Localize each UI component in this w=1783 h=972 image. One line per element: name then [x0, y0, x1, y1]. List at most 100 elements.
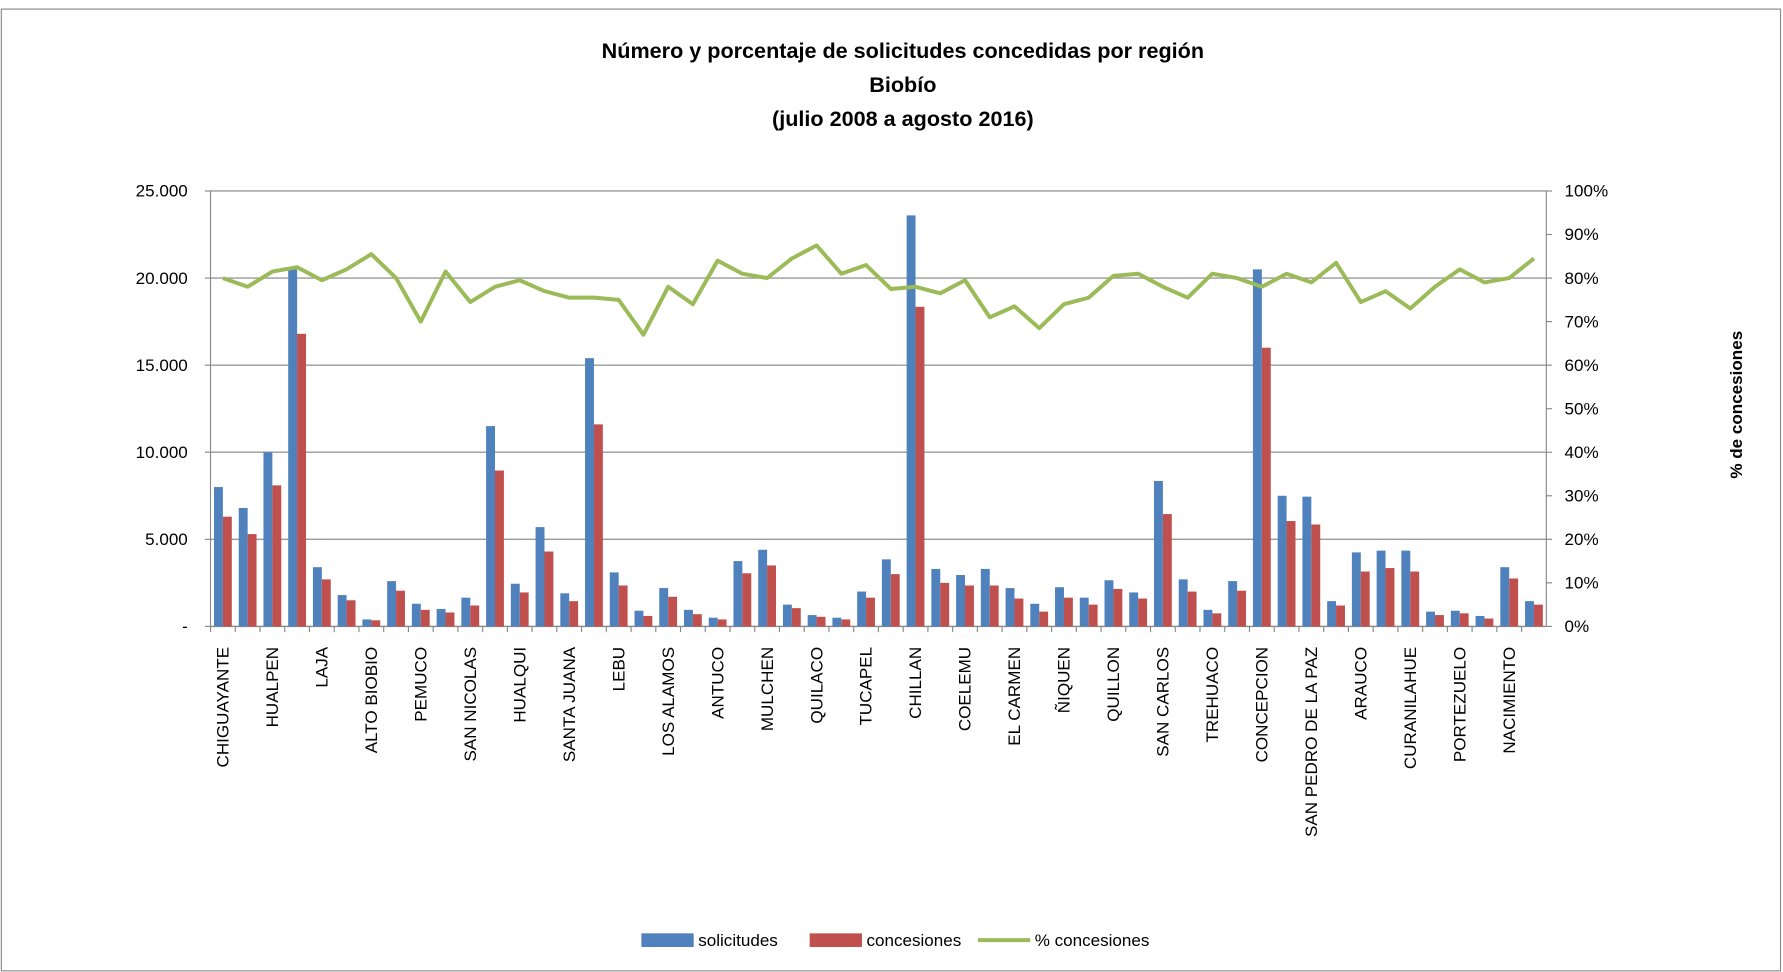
x-tick-label: TREHUACO [1203, 647, 1222, 743]
bar [758, 549, 768, 627]
bar [1459, 613, 1469, 627]
bar [841, 619, 851, 627]
chart-subtitle: (julio 2008 a agosto 2016) [772, 106, 1034, 131]
bar [881, 559, 891, 627]
bar [816, 616, 826, 627]
y-tick-label: 5.000 [145, 530, 188, 549]
y2-tick-label: 30% [1565, 486, 1599, 505]
legend-label: % concesiones [1035, 931, 1150, 950]
x-tick-label: CHIGUAYANTE [214, 647, 233, 768]
bar [1129, 592, 1139, 627]
bar [1360, 571, 1370, 627]
x-tick-label: PORTEZUELO [1450, 647, 1469, 762]
chart-title: Número y porcentaje de solicitudes conce… [602, 38, 1204, 63]
bar [1286, 521, 1296, 627]
x-tick-label: SANTA JUANA [560, 646, 579, 762]
bar [569, 601, 579, 627]
bar [1509, 578, 1519, 627]
y2-axis-label: % de concesiones [1727, 331, 1746, 479]
bar [1533, 604, 1543, 627]
bar [668, 596, 678, 627]
bar [1203, 609, 1213, 627]
bar [387, 581, 397, 627]
bar [1039, 611, 1049, 627]
x-tick-label: SAN NICOLAS [461, 647, 480, 762]
y2-tick-label: 40% [1565, 443, 1599, 462]
bar [915, 306, 925, 627]
bar [1153, 480, 1163, 627]
bar [692, 614, 702, 627]
bar [272, 485, 282, 627]
bar [445, 612, 455, 627]
bar [470, 605, 480, 627]
bar [495, 470, 504, 627]
bar [1261, 347, 1271, 627]
bar [1401, 550, 1411, 627]
bar [609, 572, 619, 627]
bar [618, 585, 628, 627]
y-tick-label: 15.000 [136, 356, 188, 375]
chart-subtitle: Biobío [869, 72, 936, 97]
bar [1212, 613, 1222, 627]
bar [965, 585, 974, 627]
bar [371, 620, 381, 627]
bar [890, 574, 900, 627]
bar [321, 579, 331, 627]
x-tick-label: CURANILAHUE [1401, 647, 1420, 769]
bar [411, 603, 421, 627]
bar [535, 527, 545, 627]
bar [1302, 496, 1312, 627]
bar [1500, 567, 1510, 627]
bar [1435, 615, 1444, 627]
bar [1014, 598, 1024, 627]
bar [1475, 615, 1485, 627]
bar [1228, 581, 1238, 627]
y2-tick-label: 100% [1565, 182, 1609, 201]
bar [346, 600, 356, 627]
bar [940, 582, 950, 627]
x-tick-label: LEBU [609, 647, 628, 692]
y2-tick-label: 50% [1565, 399, 1599, 418]
bar [396, 590, 405, 627]
y2-tick-label: 0% [1565, 617, 1590, 636]
bar [1104, 580, 1114, 627]
bar [832, 617, 842, 627]
x-tick-label: ÑIQUEN [1054, 647, 1074, 713]
bar [1484, 618, 1494, 627]
bar [989, 585, 999, 627]
bar [1088, 604, 1098, 627]
bar [857, 591, 867, 627]
bar [742, 573, 752, 627]
bar [791, 608, 801, 627]
bar [312, 567, 322, 627]
bar [708, 617, 718, 627]
x-tick-label: QUILLON [1104, 647, 1123, 722]
legend-label: solicitudes [698, 931, 778, 950]
bar [733, 561, 743, 627]
legend-swatch [641, 933, 694, 947]
legend-swatch [809, 933, 862, 947]
bar [461, 597, 471, 627]
bar [436, 608, 446, 627]
x-tick-label: PEMUCO [411, 647, 430, 722]
bar [1252, 269, 1262, 627]
bar [337, 595, 347, 627]
bar [1055, 587, 1064, 627]
bar [1178, 579, 1188, 627]
x-tick-label: SAN CARLOS [1154, 647, 1173, 757]
bar [717, 619, 727, 627]
bar [420, 609, 430, 627]
x-tick-label: ALTO BIOBIO [362, 647, 381, 753]
bar [1336, 605, 1345, 627]
x-tick-label: HUALQUI [510, 647, 529, 723]
bar [1327, 601, 1337, 627]
bar [1079, 597, 1089, 627]
y-tick-label: 10.000 [136, 443, 188, 462]
y2-tick-label: 10% [1565, 574, 1599, 593]
x-tick-label: LOS ALAMOS [659, 647, 678, 756]
line-series [222, 243, 1536, 337]
bar [1385, 568, 1395, 627]
x-tick-label: HUALPEN [263, 647, 282, 728]
x-tick-label: CHILLAN [906, 647, 925, 719]
